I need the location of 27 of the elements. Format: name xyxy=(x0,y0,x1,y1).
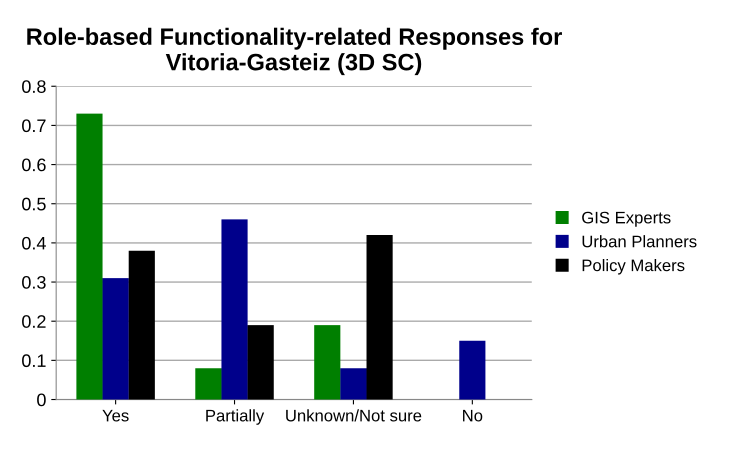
bar xyxy=(221,219,248,400)
legend-label: Urban Planners xyxy=(582,235,697,248)
y-tick-label: 0.6 xyxy=(22,158,46,172)
y-tick-label: 0.5 xyxy=(22,198,46,210)
bar xyxy=(102,278,129,400)
y-tick-label: 0.1 xyxy=(22,354,46,368)
y-tick-label: 0.7 xyxy=(22,119,46,132)
bar xyxy=(314,325,340,400)
bar xyxy=(459,340,486,400)
bar xyxy=(76,114,103,400)
y-tick-label: 0.8 xyxy=(22,80,46,93)
x-tick-label: Unknown/Not sure xyxy=(286,409,422,422)
bar xyxy=(128,250,155,400)
legend-label: Policy Makers xyxy=(582,258,684,275)
legend-label: GIS Experts xyxy=(582,212,671,227)
x-tick-label: Yes xyxy=(102,410,129,422)
chart-title: Role-based Functionality-related Responses for Vitoria-Gasteiz (3D SC) xyxy=(27,28,562,76)
bar xyxy=(195,368,222,400)
y-tick-label: 0.4 xyxy=(22,236,46,250)
x-tick-label: Partially xyxy=(206,409,264,425)
bar xyxy=(366,235,393,400)
bar xyxy=(340,368,367,400)
x-tick-label: No xyxy=(463,410,482,422)
y-tick-label: 0 xyxy=(37,393,46,406)
bar xyxy=(248,325,274,400)
y-tick-label: 0.3 xyxy=(22,276,46,289)
y-tick-label: 0.2 xyxy=(22,315,46,328)
